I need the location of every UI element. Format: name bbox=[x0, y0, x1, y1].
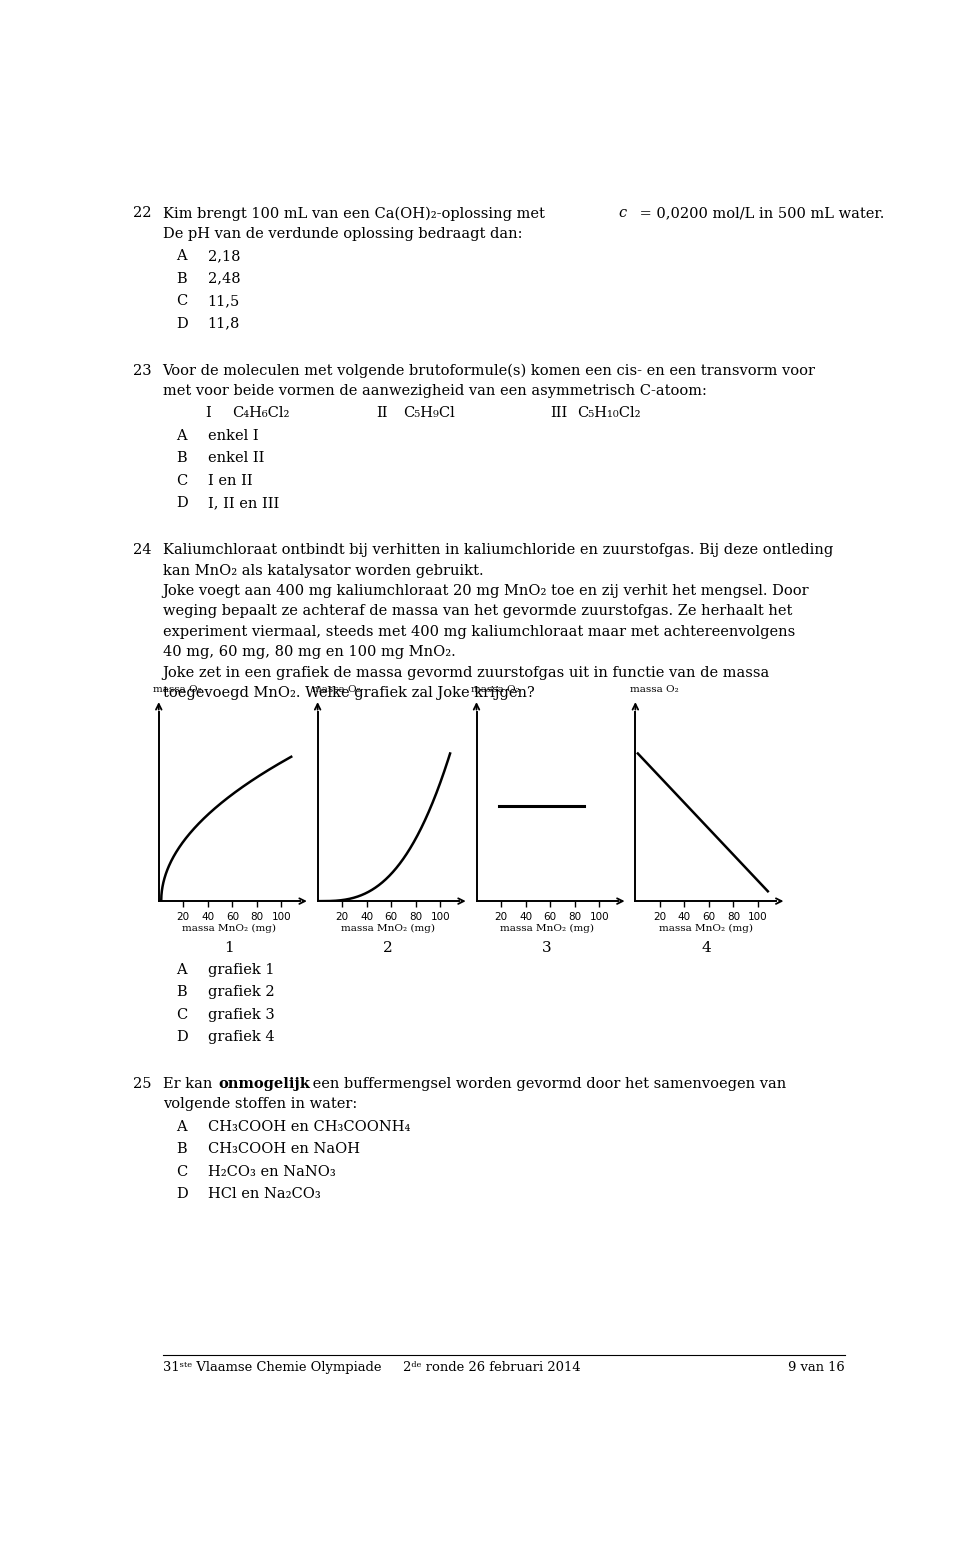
Text: 24: 24 bbox=[133, 543, 152, 557]
Text: C₅H₉Cl: C₅H₉Cl bbox=[403, 407, 455, 421]
Text: 31ˢᵗᵉ Vlaamse Chemie Olympiade: 31ˢᵗᵉ Vlaamse Chemie Olympiade bbox=[162, 1361, 381, 1374]
Text: C: C bbox=[177, 294, 188, 308]
Text: massa O₂: massa O₂ bbox=[153, 685, 202, 693]
Text: II: II bbox=[375, 407, 387, 421]
Text: grafiek 3: grafiek 3 bbox=[207, 1007, 275, 1021]
Text: CH₃COOH en CH₃COONH₄: CH₃COOH en CH₃COONH₄ bbox=[207, 1120, 410, 1134]
Text: massa O₂: massa O₂ bbox=[470, 685, 519, 693]
Text: B: B bbox=[177, 452, 187, 466]
Text: = 0,0200 mol/L in 500 mL water.: = 0,0200 mol/L in 500 mL water. bbox=[635, 206, 884, 220]
Text: Kim brengt 100 mL van een Ca(OH)₂-oplossing met: Kim brengt 100 mL van een Ca(OH)₂-oploss… bbox=[162, 206, 549, 221]
Text: 2,48: 2,48 bbox=[207, 272, 240, 286]
Text: 40 mg, 60 mg, 80 mg en 100 mg MnO₂.: 40 mg, 60 mg, 80 mg en 100 mg MnO₂. bbox=[162, 645, 455, 659]
Text: Joke voegt aan 400 mg kaliumchloraat 20 mg MnO₂ toe en zij verhit het mengsel. D: Joke voegt aan 400 mg kaliumchloraat 20 … bbox=[162, 583, 809, 599]
Text: A: A bbox=[177, 249, 187, 263]
Text: I en II: I en II bbox=[207, 473, 252, 487]
Text: Voor de moleculen met volgende brutoformule(s) komen een cis- en een transvorm v: Voor de moleculen met volgende brutoform… bbox=[162, 364, 816, 377]
Text: D: D bbox=[177, 497, 188, 511]
Text: 2: 2 bbox=[383, 941, 393, 954]
Text: A: A bbox=[177, 429, 187, 442]
Text: B: B bbox=[177, 1142, 187, 1156]
Text: grafiek 2: grafiek 2 bbox=[207, 985, 275, 999]
Text: Joke zet in een grafiek de massa gevormd zuurstofgas uit in functie van de massa: Joke zet in een grafiek de massa gevormd… bbox=[162, 665, 770, 679]
Text: massa O₂: massa O₂ bbox=[312, 685, 361, 693]
Text: Kaliumchloraat ontbindt bij verhitten in kaliumchloride en zuurstofgas. Bij deze: Kaliumchloraat ontbindt bij verhitten in… bbox=[162, 543, 833, 557]
Text: D: D bbox=[177, 317, 188, 331]
Text: D: D bbox=[177, 1030, 188, 1044]
Text: I, II en III: I, II en III bbox=[207, 497, 278, 511]
Text: 2,18: 2,18 bbox=[207, 249, 240, 263]
Text: C: C bbox=[177, 473, 188, 487]
Text: enkel I: enkel I bbox=[207, 429, 258, 442]
Text: grafiek 1: grafiek 1 bbox=[207, 962, 274, 976]
Text: Er kan: Er kan bbox=[162, 1077, 217, 1091]
Text: I: I bbox=[205, 407, 211, 421]
Text: 22: 22 bbox=[133, 206, 152, 220]
Text: H₂CO₃ en NaNO₃: H₂CO₃ en NaNO₃ bbox=[207, 1165, 335, 1179]
Text: HCl en Na₂CO₃: HCl en Na₂CO₃ bbox=[207, 1187, 321, 1200]
Text: 25: 25 bbox=[133, 1077, 152, 1091]
Text: 11,5: 11,5 bbox=[207, 294, 240, 308]
X-axis label: massa MnO₂ (mg): massa MnO₂ (mg) bbox=[341, 924, 435, 933]
Text: een buffermengsel worden gevormd door het samenvoegen van: een buffermengsel worden gevormd door he… bbox=[308, 1077, 786, 1091]
Text: toegevoegd MnO₂. Welke grafiek zal Joke krijgen?: toegevoegd MnO₂. Welke grafiek zal Joke … bbox=[162, 685, 535, 699]
Text: onmogelijk: onmogelijk bbox=[219, 1077, 310, 1091]
Text: weging bepaalt ze achteraf de massa van het gevormde zuurstofgas. Ze herhaalt he: weging bepaalt ze achteraf de massa van … bbox=[162, 605, 792, 619]
Text: 9 van 16: 9 van 16 bbox=[788, 1361, 845, 1374]
Text: A: A bbox=[177, 1120, 187, 1134]
X-axis label: massa MnO₂ (mg): massa MnO₂ (mg) bbox=[659, 924, 753, 933]
Text: volgende stoffen in water:: volgende stoffen in water: bbox=[162, 1097, 357, 1111]
X-axis label: massa MnO₂ (mg): massa MnO₂ (mg) bbox=[182, 924, 276, 933]
Text: 11,8: 11,8 bbox=[207, 317, 240, 331]
Text: 1: 1 bbox=[225, 941, 234, 954]
Text: C₅H₁₀Cl₂: C₅H₁₀Cl₂ bbox=[577, 407, 640, 421]
Text: B: B bbox=[177, 985, 187, 999]
Text: C: C bbox=[177, 1007, 188, 1021]
Text: 3: 3 bbox=[542, 941, 552, 954]
X-axis label: massa MnO₂ (mg): massa MnO₂ (mg) bbox=[500, 924, 594, 933]
Text: B: B bbox=[177, 272, 187, 286]
Text: enkel II: enkel II bbox=[207, 452, 264, 466]
Text: 2ᵈᵉ ronde 26 februari 2014: 2ᵈᵉ ronde 26 februari 2014 bbox=[403, 1361, 581, 1374]
Text: kan MnO₂ als katalysator worden gebruikt.: kan MnO₂ als katalysator worden gebruikt… bbox=[162, 563, 483, 577]
Text: 23: 23 bbox=[133, 364, 152, 377]
Text: C: C bbox=[177, 1165, 188, 1179]
Text: grafiek 4: grafiek 4 bbox=[207, 1030, 275, 1044]
Text: D: D bbox=[177, 1187, 188, 1200]
Text: experiment viermaal, steeds met 400 mg kaliumchloraat maar met achtereenvolgens: experiment viermaal, steeds met 400 mg k… bbox=[162, 625, 795, 639]
Text: CH₃COOH en NaOH: CH₃COOH en NaOH bbox=[207, 1142, 360, 1156]
Text: C₄H₆Cl₂: C₄H₆Cl₂ bbox=[232, 407, 290, 421]
Text: massa O₂: massa O₂ bbox=[630, 685, 679, 693]
Text: c: c bbox=[618, 206, 627, 220]
Text: A: A bbox=[177, 962, 187, 976]
Text: 4: 4 bbox=[701, 941, 710, 954]
Text: met voor beide vormen de aanwezigheid van een asymmetrisch C-atoom:: met voor beide vormen de aanwezigheid va… bbox=[162, 384, 707, 398]
Text: De pH van de verdunde oplossing bedraagt dan:: De pH van de verdunde oplossing bedraagt… bbox=[162, 227, 522, 241]
Text: III: III bbox=[550, 407, 567, 421]
